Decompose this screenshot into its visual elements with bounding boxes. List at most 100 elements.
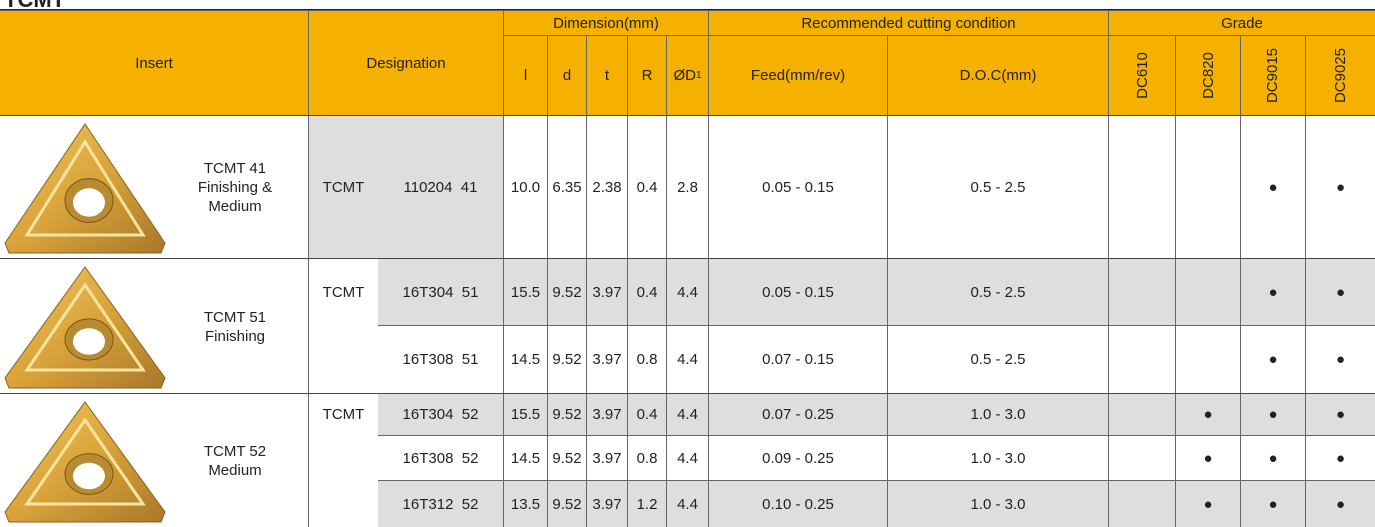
grade-mark	[1108, 258, 1175, 325]
header-dim: R	[627, 35, 666, 115]
dimension: 9.52	[547, 258, 586, 325]
grade-mark	[1175, 258, 1240, 325]
cell-text: 0.07 - 0.25	[762, 406, 834, 423]
feed: 0.07 - 0.15	[708, 325, 887, 393]
cell-text: 1.0 - 3.0	[970, 495, 1026, 513]
cell-text: 0.8	[636, 351, 658, 368]
cell-text: t	[604, 67, 610, 84]
cell-text: 16T308 52	[402, 449, 479, 467]
dimension: 13.5	[503, 480, 547, 527]
cell-text: ●	[1335, 283, 1346, 301]
cell-text: D.O.C(mm)	[959, 67, 1037, 84]
cell-text: ●	[1268, 406, 1278, 423]
cell-text: ●	[1335, 449, 1346, 467]
cell-text: 1.0 - 3.0	[970, 406, 1026, 423]
cell-text: Feed(mm/rev)	[750, 67, 846, 84]
dimension: 2.8	[666, 115, 708, 258]
grade-mark	[1175, 325, 1240, 393]
feed: 0.09 - 0.25	[708, 435, 887, 480]
cell-text: 15.5	[510, 406, 541, 423]
name-line: Finishing &	[197, 179, 273, 196]
name-line: TCMT 41	[203, 160, 267, 177]
dimension: 0.4	[627, 258, 666, 325]
cell-text: 16T304 52	[402, 406, 479, 423]
header-grade-name: DC9025	[1305, 35, 1375, 115]
cell-text: 16T308 51	[402, 351, 479, 368]
header-dim: l	[503, 35, 547, 115]
grade-mark: ●	[1240, 258, 1305, 325]
cell-text: 4.4	[677, 283, 698, 301]
cell-text: ●	[1335, 178, 1346, 196]
header-doc: D.O.C(mm)	[887, 35, 1108, 115]
dimension: 3.97	[586, 480, 627, 527]
header-grade: Grade	[1108, 10, 1375, 35]
dimension: 15.5	[503, 393, 547, 435]
cell-text: ●	[1203, 449, 1213, 467]
cell-text: 3.97	[592, 406, 622, 423]
cell-text: 3.97	[592, 283, 622, 301]
dimension: 3.97	[586, 325, 627, 393]
cell-text: 0.10 - 0.25	[762, 495, 834, 513]
grade-mark: ●	[1240, 480, 1305, 527]
cell-text: DC820	[1199, 52, 1217, 99]
cell-text: 14.5	[510, 351, 541, 368]
cell-text: ●	[1268, 283, 1278, 301]
cell-text: d	[562, 67, 572, 84]
grade-mark: ●	[1175, 480, 1240, 527]
insert-image	[4, 401, 166, 523]
dimension: 9.52	[547, 393, 586, 435]
doc: 1.0 - 3.0	[887, 480, 1108, 527]
prefix-text: TCMT	[322, 283, 365, 301]
cell-text: 3.97	[592, 351, 622, 368]
cell-text: 110204 41	[403, 178, 478, 196]
cell-text: ●	[1268, 178, 1278, 196]
cell-text: R	[641, 67, 653, 84]
grade-mark: ●	[1175, 435, 1240, 480]
cell-text: 0.4	[636, 283, 658, 301]
dimension: 3.97	[586, 435, 627, 480]
cell-text: 0.4	[636, 178, 658, 196]
grade-mark	[1108, 393, 1175, 435]
cell-text: DC610	[1133, 52, 1151, 99]
doc: 0.5 - 2.5	[887, 258, 1108, 325]
dimension: 3.97	[586, 393, 627, 435]
header-dimension: Dimension(mm)	[503, 10, 708, 35]
prefix-text: TCMT	[322, 178, 365, 196]
cell-text: 4.4	[677, 406, 698, 423]
insert-cell: TCMT 51 Finishing	[0, 258, 308, 393]
cell-text: 1.2	[636, 495, 658, 513]
cell-text: 4.4	[677, 449, 698, 467]
dimension: 0.8	[627, 435, 666, 480]
dimension: 10.0	[503, 115, 547, 258]
name-line: TCMT 52	[203, 443, 267, 460]
designation-code: 16T308 51	[378, 325, 503, 393]
cell-text: 16T304 51	[402, 283, 479, 301]
prefix-text: TCMT	[322, 406, 365, 423]
dimension: 6.35	[547, 115, 586, 258]
header-grade-name: DC9015	[1240, 35, 1305, 115]
dimension: 14.5	[503, 325, 547, 393]
dimension: 0.4	[627, 115, 666, 258]
grade-mark	[1108, 115, 1175, 258]
grade-mark: ●	[1305, 325, 1375, 393]
cell-text: 4.4	[677, 495, 698, 513]
header-dim: t	[586, 35, 627, 115]
cell-text: 0.05 - 0.15	[762, 283, 834, 301]
doc: 0.5 - 2.5	[887, 115, 1108, 258]
cell-text: 0.5 - 2.5	[970, 351, 1026, 368]
cell-text: ●	[1203, 495, 1213, 513]
header-feed: Feed(mm/rev)	[708, 35, 887, 115]
grade-mark: ●	[1305, 258, 1375, 325]
feed: 0.05 - 0.15	[708, 258, 887, 325]
cell-text: 10.0	[510, 178, 541, 196]
insert-cell: TCMT 52 Medium	[0, 393, 308, 527]
dimension: 3.97	[586, 258, 627, 325]
dimension: 14.5	[503, 435, 547, 480]
cell-text: 3.97	[592, 449, 622, 467]
designation-prefix: TCMT	[308, 393, 378, 527]
cell-text: 15.5	[510, 283, 541, 301]
cell-text: DC9015	[1264, 47, 1282, 104]
feed: 0.07 - 0.25	[708, 393, 887, 435]
doc: 1.0 - 3.0	[887, 393, 1108, 435]
cell-text: l	[523, 67, 528, 84]
